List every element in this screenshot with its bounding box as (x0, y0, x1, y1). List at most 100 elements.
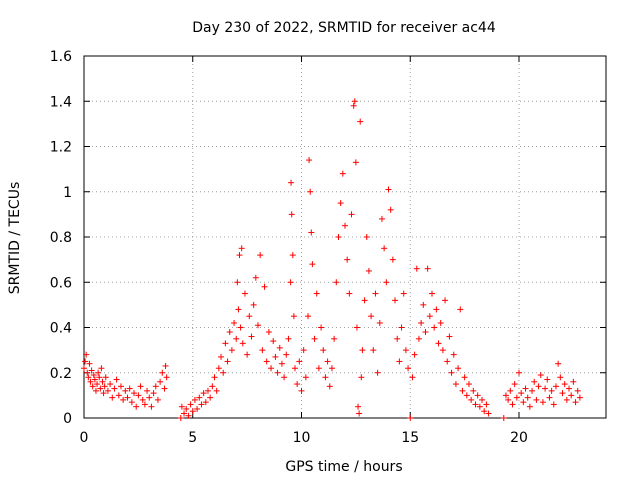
data-point (124, 394, 131, 401)
data-point (224, 358, 231, 365)
data-point (361, 297, 368, 304)
data-point (255, 322, 261, 329)
data-point (450, 351, 457, 358)
chart-title: Day 230 of 2022, SRMTID for receiver ac4… (192, 20, 496, 36)
data-point (385, 186, 392, 193)
data-point (520, 399, 527, 406)
data-point (420, 301, 427, 308)
data-point (305, 313, 312, 320)
data-point (307, 188, 314, 195)
data-point (476, 403, 483, 410)
data-point (465, 381, 472, 388)
data-point (415, 335, 422, 342)
data-point (333, 279, 340, 286)
data-point (139, 396, 146, 403)
data-point (120, 396, 127, 403)
data-point (505, 396, 512, 403)
data-point (236, 252, 243, 259)
data-point (288, 179, 295, 186)
data-point (163, 374, 170, 381)
data-point (148, 403, 155, 410)
data-point (544, 376, 551, 383)
data-point (83, 351, 90, 358)
data-point (261, 283, 268, 290)
data-point (276, 344, 283, 351)
data-point (409, 374, 416, 381)
data-point (411, 351, 418, 358)
data-point (570, 378, 577, 385)
data-point (344, 256, 351, 263)
data-point (181, 410, 188, 417)
data-point (566, 385, 573, 392)
y-tick-label: 0 (63, 411, 72, 427)
y-tick-label: 1.4 (50, 94, 72, 110)
data-point (542, 385, 549, 392)
data-point (381, 245, 388, 252)
data-point (220, 369, 227, 376)
data-point (85, 374, 92, 381)
data-point (387, 206, 394, 213)
data-point (418, 319, 425, 326)
data-point (424, 265, 431, 272)
data-point (446, 333, 453, 340)
data-point (290, 313, 297, 320)
data-point (113, 376, 120, 383)
ticks: 0 0.2 0.4 0.6 0.8 1 1.2 1.4 1.6 0 5 10 15 20 (50, 49, 606, 446)
data-point (88, 367, 95, 374)
data-point (405, 365, 412, 372)
data-point (513, 394, 520, 401)
data-point (392, 297, 399, 304)
data-point (435, 340, 442, 347)
data-points (81, 98, 583, 421)
data-point (470, 387, 477, 394)
data-point (298, 387, 305, 394)
data-point (122, 387, 129, 394)
data-point (270, 338, 277, 345)
data-point (468, 396, 475, 403)
data-point (350, 102, 357, 109)
data-point (137, 383, 144, 390)
data-point (394, 335, 401, 342)
data-point (481, 408, 488, 415)
data-point (483, 401, 490, 408)
data-point (265, 329, 272, 336)
data-point (226, 329, 233, 336)
data-point (533, 396, 540, 403)
data-point (353, 324, 360, 331)
data-point (398, 324, 405, 331)
data-point (296, 358, 303, 365)
data-point (356, 410, 363, 417)
data-point (522, 385, 529, 392)
data-point (152, 383, 159, 390)
data-point (372, 290, 379, 297)
data-point (352, 159, 359, 166)
data-point (457, 306, 464, 313)
data-point (107, 381, 114, 388)
data-point (204, 387, 211, 394)
data-point (100, 390, 107, 397)
x-tick-label: 20 (510, 430, 528, 446)
data-point (200, 390, 207, 397)
data-point (318, 324, 325, 331)
data-point (407, 415, 414, 421)
data-point (126, 385, 133, 392)
data-point (97, 385, 104, 392)
data-point (339, 170, 346, 177)
data-point (288, 211, 295, 218)
data-point (459, 387, 466, 394)
data-point (231, 319, 238, 326)
data-point (150, 390, 157, 397)
data-point (374, 369, 381, 376)
data-point (234, 279, 241, 286)
data-point (537, 372, 544, 379)
data-point (187, 401, 194, 408)
data-point (452, 381, 459, 388)
data-point (402, 347, 409, 354)
data-point (448, 369, 455, 376)
data-point (250, 301, 257, 308)
data-point (213, 387, 220, 394)
data-point (552, 383, 559, 390)
data-point (363, 234, 370, 240)
data-point (202, 399, 209, 406)
